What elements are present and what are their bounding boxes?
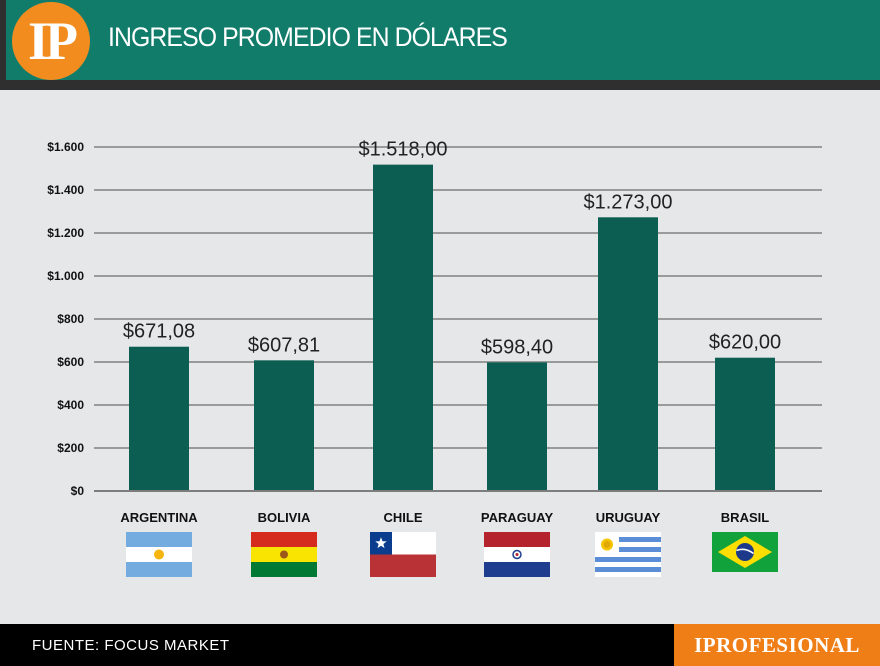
header-edge [0,0,6,90]
source-note: FUENTE: FOCUS MARKET [32,637,230,654]
y-tick-label: $800 [57,312,84,326]
y-tick-label: $0 [71,484,85,498]
paraguay-flag-icon [484,532,550,577]
bolivia-flag-icon [251,532,317,577]
data-label: $607,81 [248,334,320,356]
data-label: $620,00 [709,332,781,354]
bar-argentina [129,346,189,491]
data-label: $598,40 [481,336,553,358]
header-shadow [0,80,880,90]
chile-flag-icon [370,532,436,577]
ip-logo: IP [12,2,90,80]
bar-uruguay [598,217,658,491]
x-category-label: URUGUAY [596,510,661,525]
x-category-label: CHILE [384,510,423,525]
y-tick-label: $1.600 [47,140,84,154]
data-label: $1.273,00 [584,191,673,213]
bar-bolivia [254,360,314,491]
data-label: $1.518,00 [359,139,448,161]
y-tick-label: $1.000 [47,269,84,283]
y-tick-label: $200 [57,441,84,455]
y-tick-label: $1.400 [47,183,84,197]
y-tick-label: $600 [57,355,84,369]
bar-chart: $0 $200 $400 $600 $800 $1.000 $1.200 $1.400 $1.6… [47,139,822,577]
argentina-flag-icon [126,532,192,577]
bar-chile [373,164,433,491]
y-tick-label: $1.200 [47,226,84,240]
x-category-label: BRASIL [721,510,769,525]
bar-brasil [715,357,775,491]
x-category-label: ARGENTINA [120,510,198,525]
uruguay-flag-icon [595,532,661,577]
bar-paraguay [487,362,547,491]
x-category-label: PARAGUAY [481,510,554,525]
footer-bar: FUENTE: FOCUS MARKET IPROFESIONAL [0,624,880,666]
chart-title: INGRESO PROMEDIO EN DÓLARES [108,22,508,52]
x-category-label: BOLIVIA [258,510,311,525]
data-label: $671,08 [123,321,195,343]
brazil-flag-icon [712,532,778,572]
header-bar [0,0,880,80]
brand-logo: IPROFESIONAL [674,624,880,666]
y-tick-label: $400 [57,398,84,412]
